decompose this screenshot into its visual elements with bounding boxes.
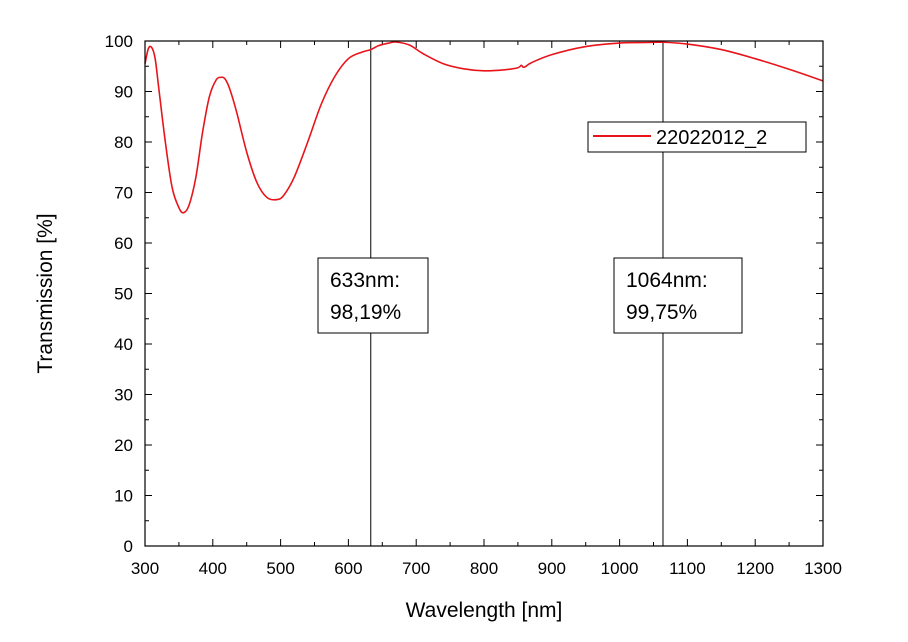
annotation-1064-line1: 1064nm: bbox=[626, 269, 708, 292]
y-tick-label: 100 bbox=[105, 32, 133, 51]
annotation-633-line1: 633nm: bbox=[330, 269, 400, 292]
annotation-1064nm: 1064nm: 99,75% bbox=[613, 257, 743, 334]
x-tick-label: 700 bbox=[402, 559, 430, 578]
annotation-1064-line2: 99,75% bbox=[626, 301, 697, 324]
annotation-boxes: 633nm: 98,19% 1064nm: 99,75% bbox=[317, 257, 743, 334]
y-tick-label: 70 bbox=[114, 184, 133, 203]
annotation-box-633 bbox=[317, 257, 429, 334]
y-tick-label: 10 bbox=[114, 487, 133, 506]
x-tick-label: 400 bbox=[199, 559, 227, 578]
legend-entry-label: 22022012_2 bbox=[656, 127, 767, 149]
x-tick-label: 1100 bbox=[669, 559, 706, 578]
x-tick-label: 1300 bbox=[804, 559, 842, 578]
x-tick-label: 1200 bbox=[736, 559, 774, 578]
y-tick-label: 80 bbox=[114, 133, 133, 152]
legend: 22022012_2 bbox=[587, 121, 807, 153]
y-axis-label: Transmission [%] bbox=[34, 213, 57, 373]
y-tick-label: 20 bbox=[114, 436, 133, 455]
y-axis-title: Transmission [%] bbox=[34, 213, 57, 373]
series-layer bbox=[144, 41, 824, 214]
y-tick-label: 90 bbox=[114, 83, 133, 102]
series-line-0 bbox=[144, 41, 824, 214]
x-tick-label: 300 bbox=[131, 559, 159, 578]
x-axis-title: Wavelength [nm] bbox=[406, 599, 563, 622]
x-tick-label: 600 bbox=[334, 559, 362, 578]
plot-area-frame bbox=[144, 40, 824, 547]
x-tick-label: 500 bbox=[266, 559, 294, 578]
y-tick-label: 0 bbox=[124, 537, 133, 556]
x-tick-label: 1000 bbox=[601, 559, 639, 578]
axis-ticks: 300 400 500 600 700 800 900 1000 1100 1200 1300 0 10… bbox=[105, 32, 842, 578]
y-tick-label: 30 bbox=[114, 386, 133, 405]
x-tick-label: 800 bbox=[470, 559, 498, 578]
annotation-633nm: 633nm: 98,19% bbox=[317, 257, 429, 334]
x-tick-label: 900 bbox=[538, 559, 566, 578]
annotation-box-1064 bbox=[613, 257, 743, 334]
y-tick-label: 40 bbox=[114, 335, 133, 354]
x-axis-label: Wavelength [nm] bbox=[406, 599, 563, 622]
y-tick-label: 50 bbox=[114, 285, 133, 304]
y-tick-label: 60 bbox=[114, 234, 133, 253]
annotation-633-line2: 98,19% bbox=[330, 301, 401, 324]
